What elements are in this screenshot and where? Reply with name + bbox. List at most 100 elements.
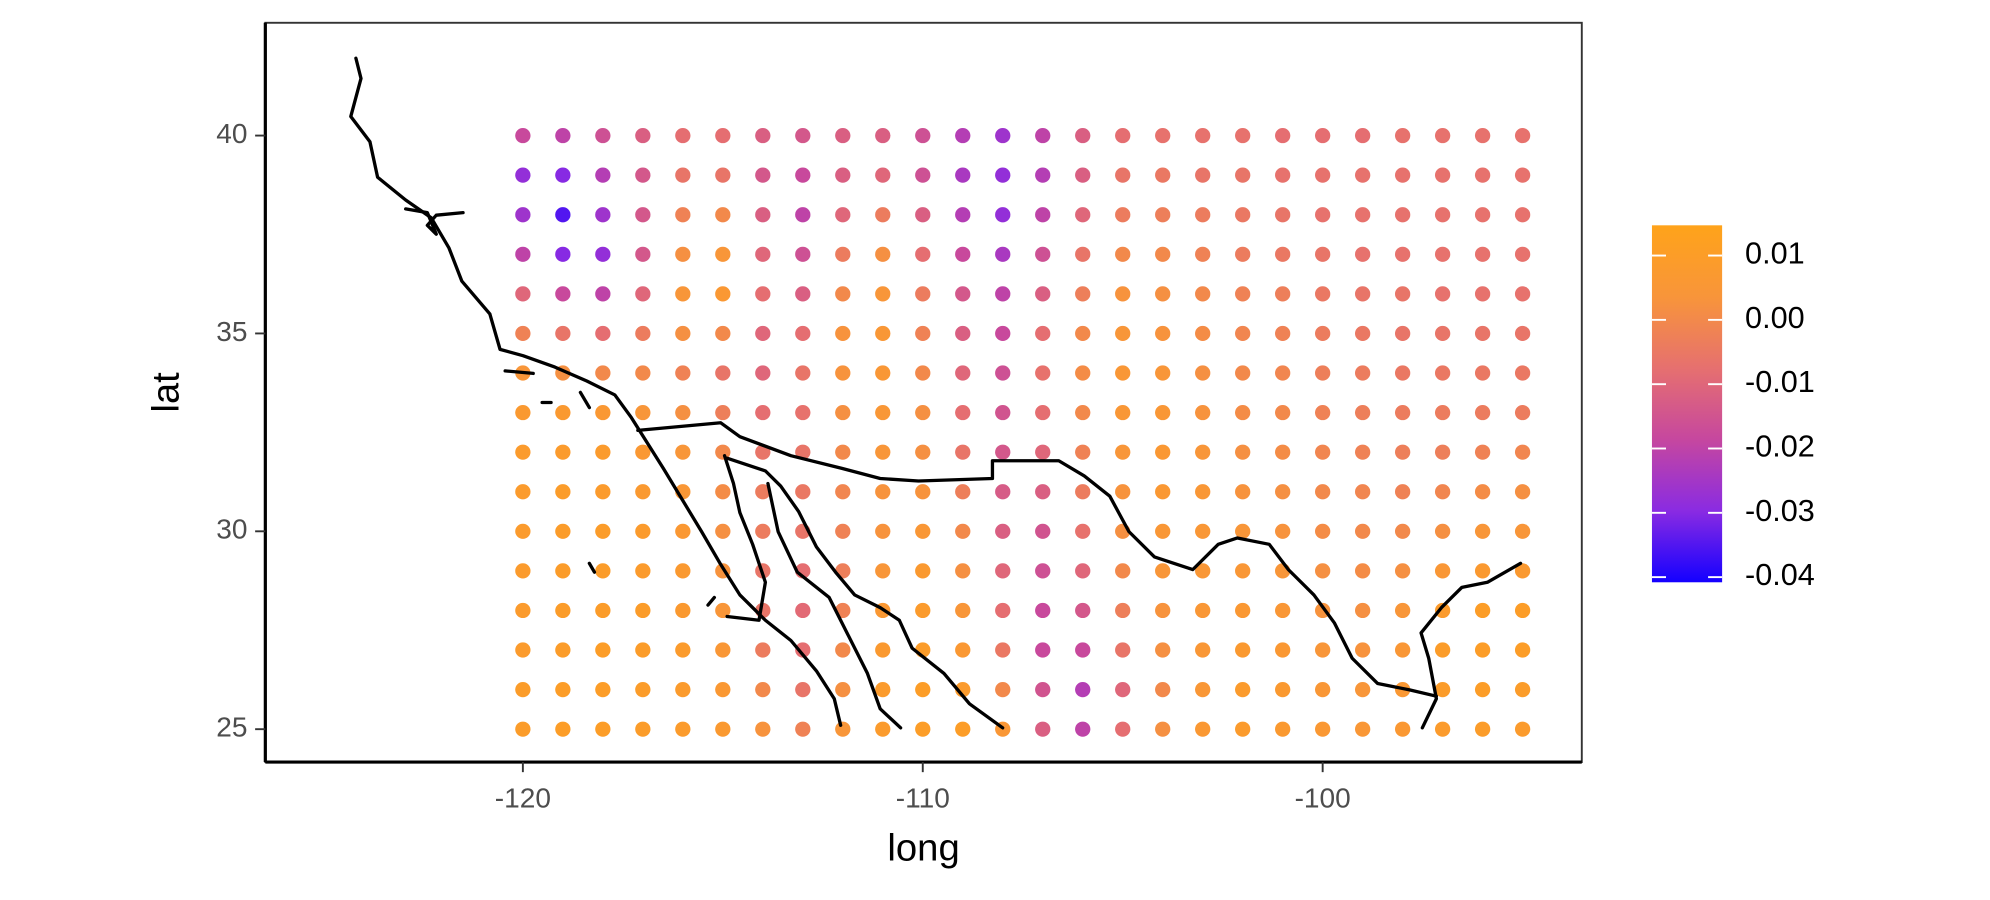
point — [1035, 721, 1051, 737]
point — [795, 602, 811, 619]
point — [1075, 404, 1091, 421]
point — [675, 325, 691, 342]
point — [1315, 286, 1331, 302]
point — [795, 207, 811, 223]
point — [1035, 286, 1051, 302]
point — [515, 127, 531, 144]
point — [1195, 207, 1211, 223]
point — [795, 444, 811, 460]
point — [795, 246, 811, 262]
point — [675, 246, 691, 262]
point — [1195, 721, 1211, 737]
point — [835, 523, 851, 539]
point — [795, 127, 811, 144]
point — [755, 404, 771, 421]
x-tick-label: -100 — [1295, 782, 1351, 813]
point — [955, 721, 971, 737]
point — [1155, 207, 1171, 223]
point — [1075, 167, 1091, 183]
point — [1155, 286, 1171, 302]
point — [1474, 523, 1491, 539]
point — [595, 246, 611, 262]
point — [1394, 167, 1411, 183]
point — [1035, 563, 1051, 579]
point — [1275, 721, 1291, 737]
point — [1315, 484, 1331, 500]
point — [1075, 246, 1091, 262]
point — [715, 484, 731, 500]
point — [915, 602, 931, 619]
point — [1394, 721, 1411, 737]
point — [1315, 207, 1331, 223]
point — [1514, 721, 1531, 737]
point — [1354, 246, 1371, 262]
point — [1235, 721, 1251, 737]
point — [515, 721, 531, 737]
point — [1354, 523, 1371, 539]
point — [595, 127, 611, 144]
point — [1075, 325, 1091, 342]
point — [795, 642, 811, 658]
point — [1035, 484, 1051, 500]
point — [835, 444, 851, 460]
point — [795, 404, 811, 421]
point — [835, 127, 851, 144]
point — [675, 365, 691, 381]
us-mexico-border — [636, 421, 1439, 698]
point — [675, 404, 691, 421]
point — [715, 444, 731, 460]
point — [1235, 484, 1251, 500]
point — [915, 127, 931, 144]
point — [755, 325, 771, 342]
point — [1035, 602, 1051, 619]
point — [1394, 325, 1411, 342]
point — [1035, 325, 1051, 342]
point — [1115, 642, 1131, 658]
point — [1115, 207, 1131, 223]
point — [515, 246, 531, 262]
point — [1354, 721, 1371, 737]
point — [1235, 127, 1251, 144]
point — [1235, 286, 1251, 302]
point — [1474, 642, 1491, 658]
point — [635, 207, 651, 223]
point — [1275, 207, 1291, 223]
points — [515, 127, 1531, 737]
point — [875, 127, 891, 144]
point — [1035, 642, 1051, 658]
point — [995, 167, 1011, 183]
gulf-of-mexico-coast — [1419, 561, 1523, 730]
point — [1354, 602, 1371, 619]
point — [755, 127, 771, 144]
point — [1115, 404, 1131, 421]
point — [675, 167, 691, 183]
point — [1434, 365, 1451, 381]
point — [1434, 721, 1451, 737]
point — [1434, 444, 1451, 460]
point — [1315, 721, 1331, 737]
point — [1394, 365, 1411, 381]
point — [1235, 325, 1251, 342]
point — [915, 404, 931, 421]
point — [875, 246, 891, 262]
point — [955, 207, 971, 223]
point — [915, 523, 931, 539]
colorbar-label: 0.01 — [1745, 237, 1805, 271]
point — [835, 484, 851, 500]
channel-islands — [503, 369, 592, 410]
x-axis-title: long — [887, 827, 959, 870]
point — [1394, 484, 1411, 500]
point — [715, 365, 731, 381]
point — [995, 127, 1011, 144]
point — [1155, 682, 1171, 698]
point — [1195, 682, 1211, 698]
pacific-coast — [349, 56, 843, 727]
point — [1235, 246, 1251, 262]
point — [1354, 286, 1371, 302]
point — [1514, 563, 1531, 579]
point — [1315, 523, 1331, 539]
point — [595, 207, 611, 223]
point — [1275, 523, 1291, 539]
colorbar-label: -0.01 — [1745, 365, 1815, 399]
point — [1474, 325, 1491, 342]
